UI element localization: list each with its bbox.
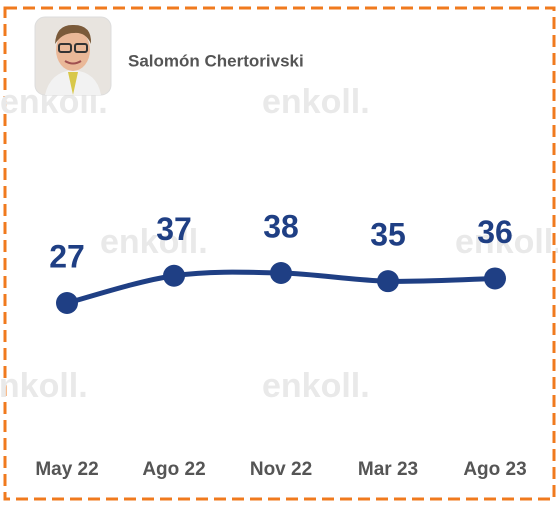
watermark: enkoll. <box>0 367 88 405</box>
value-label: 27 <box>49 238 85 274</box>
point <box>270 262 292 284</box>
watermark: enkoll. <box>262 83 370 121</box>
value-label: 38 <box>263 208 299 244</box>
point <box>377 270 399 292</box>
point <box>163 265 185 287</box>
value-label: 35 <box>370 217 406 253</box>
value-label: 37 <box>156 211 192 247</box>
point <box>56 292 78 314</box>
x-tick-label: Mar 23 <box>358 459 418 480</box>
x-tick-label: May 22 <box>35 459 98 480</box>
point <box>484 267 506 289</box>
value-label: 36 <box>477 214 513 250</box>
chart: enkoll. enkoll. enkoll. enkoll. enkoll. … <box>0 0 558 506</box>
x-tick-label: Ago 23 <box>463 459 526 480</box>
page: enkoll. enkoll. enkoll. enkoll. enkoll. … <box>0 0 558 506</box>
chart-title: Salomón Chertorivski <box>128 51 304 70</box>
x-tick-label: Ago 22 <box>142 459 205 480</box>
avatar <box>35 17 111 95</box>
watermark: enkoll. <box>262 367 370 405</box>
x-tick-label: Nov 22 <box>250 459 312 480</box>
